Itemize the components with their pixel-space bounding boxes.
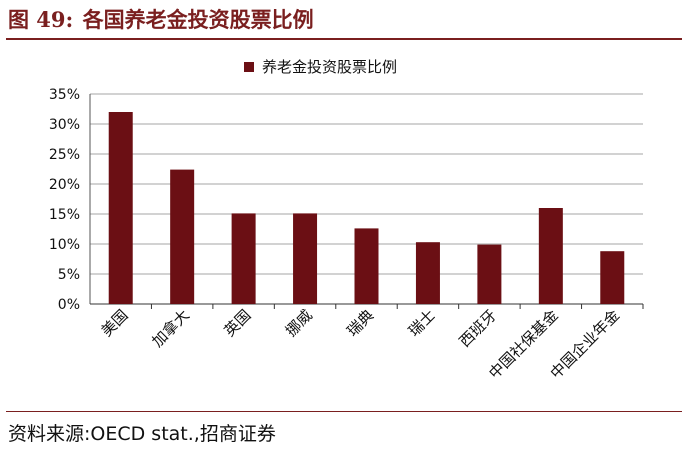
source-rule xyxy=(6,411,682,412)
x-tick-label: 加拿大 xyxy=(148,306,193,351)
bar xyxy=(231,213,256,304)
y-tick-label: 30% xyxy=(49,117,80,133)
bar xyxy=(600,251,625,304)
source-note: 资料来源:OECD stat.,招商证券 xyxy=(8,423,276,445)
bar xyxy=(354,228,379,304)
bar xyxy=(170,169,195,304)
bar xyxy=(538,208,563,304)
bar xyxy=(108,112,133,304)
title-rule xyxy=(6,38,682,40)
bar xyxy=(293,213,318,304)
x-tick-label: 西班牙 xyxy=(456,306,501,351)
y-tick-label: 5% xyxy=(58,267,80,283)
legend-label: 养老金投资股票比例 xyxy=(262,58,397,76)
x-tick-label: 瑞士 xyxy=(405,306,439,340)
x-tick-label: 美国 xyxy=(98,306,132,340)
y-tick-label: 10% xyxy=(49,237,80,253)
legend-swatch xyxy=(244,62,254,72)
x-tick-label: 瑞典 xyxy=(343,306,377,340)
bar xyxy=(415,242,440,304)
y-tick-label: 0% xyxy=(58,297,80,313)
figure-title: 图 49: 各国养老金投资股票比例 xyxy=(8,4,314,36)
x-tick-label: 挪威 xyxy=(282,306,316,340)
figure-title-text: 各国养老金投资股票比例 xyxy=(82,7,314,32)
bar xyxy=(477,244,502,304)
y-tick-label: 15% xyxy=(49,207,80,223)
x-tick-label: 英国 xyxy=(220,306,254,340)
figure-number: 图 49: xyxy=(8,7,74,32)
y-tick-label: 25% xyxy=(49,147,80,163)
bar-chart: 0%5%10%15%20%25%30%35%美国 加拿大 英国 挪威 瑞典 瑞士 西班牙中国… xyxy=(49,58,644,382)
y-tick-label: 20% xyxy=(49,177,80,193)
y-tick-label: 35% xyxy=(49,87,80,103)
